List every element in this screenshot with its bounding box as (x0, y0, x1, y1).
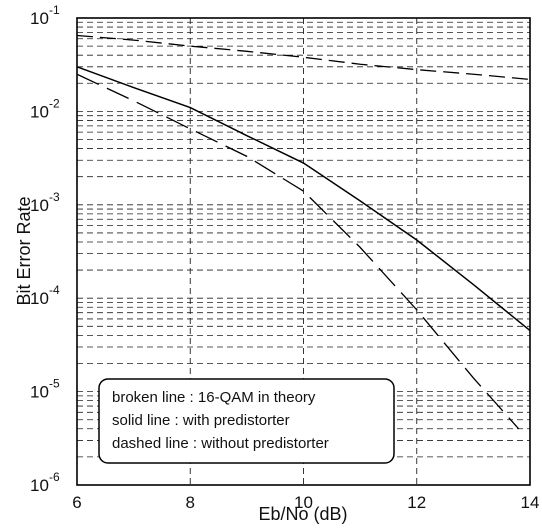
x-tick-label: 6 (72, 493, 81, 512)
y-tick-label: 10 -1 (30, 3, 60, 28)
series-line-dashed (76, 73, 520, 430)
grid (77, 18, 530, 485)
y-tick-exponent: -1 (49, 3, 60, 17)
legend-entry-dashed: dashed line : without predistorter (112, 435, 329, 452)
y-tick-exponent: -6 (49, 470, 60, 484)
x-tick-labels: 6 8 10 12 14 (72, 493, 539, 512)
legend: broken line : 16-QAM in theory solid lin… (98, 378, 395, 464)
legend-entry-solid: solid line : with predistorter (112, 412, 290, 429)
plot-frame (76, 17, 531, 486)
y-tick-base: 10 (30, 9, 49, 28)
y-tick-label: 10 -5 (30, 377, 60, 402)
x-tick-label: 14 (521, 493, 540, 512)
series-group (76, 34, 531, 430)
y-tick-base: 10 (30, 102, 49, 121)
y-tick-base: 10 (30, 289, 49, 308)
legend-entry-broken: broken line : 16-QAM in theory (112, 389, 316, 406)
x-tick-label: 10 (294, 493, 313, 512)
y-tick-labels: 10-610-510-410-310-210-1 (30, 3, 60, 495)
series-line-broken (76, 34, 531, 81)
x-tick-label: 12 (407, 493, 426, 512)
series-line-solid (76, 66, 531, 332)
y-tick-base: 10 (30, 383, 49, 402)
y-tick-label: 10 -2 (30, 96, 60, 121)
x-axis-title: Eb/No (dB) (258, 504, 347, 524)
x-tick-label: 8 (186, 493, 195, 512)
y-tick-label: 10 -6 (30, 470, 60, 495)
y-tick-exponent: -2 (49, 96, 60, 110)
legend-box (98, 378, 395, 464)
y-tick-label: 10 -4 (30, 283, 60, 308)
y-axis-title: Bit Error Rate (14, 196, 34, 305)
y-tick-base: 10 (30, 196, 49, 215)
y-tick-exponent: -3 (49, 190, 60, 204)
y-tick-base: 10 (30, 476, 49, 495)
y-tick-exponent: -5 (49, 377, 60, 391)
y-tick-exponent: -4 (49, 283, 60, 297)
y-tick-label: 10 -3 (30, 190, 60, 215)
